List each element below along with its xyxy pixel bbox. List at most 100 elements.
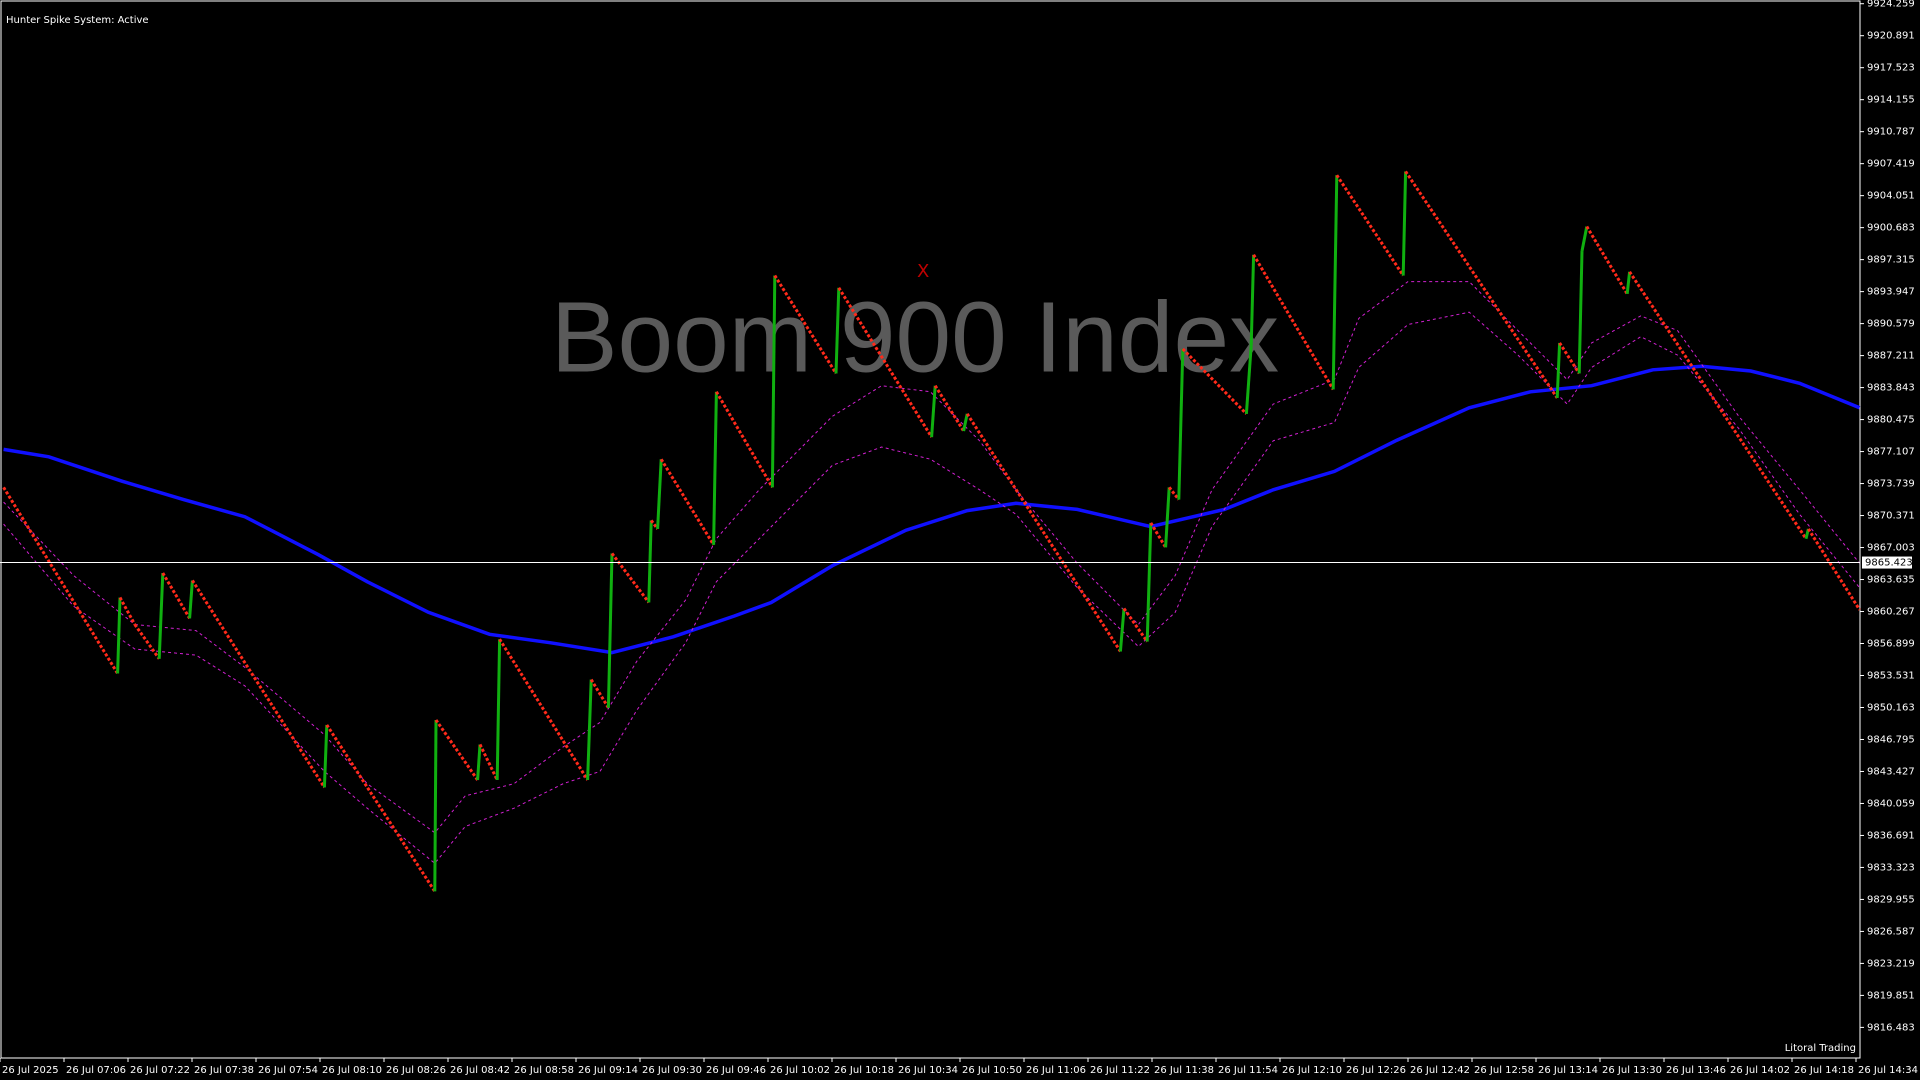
price-segment [1580,226,1589,252]
x-tick-label: 26 Jul 10:02 [770,1065,830,1076]
y-tick-label: 9910.787 [1867,127,1915,138]
price-segment [1404,170,1559,399]
price-segment [656,459,663,530]
price-segment [1628,271,1808,540]
price-segment [1181,347,1248,415]
current-price-box [1862,556,1912,569]
x-tick-label: 26 Jul 11:22 [1090,1065,1150,1076]
price-segment [1244,345,1253,414]
price-segment [161,572,191,620]
price-segment [2,486,119,675]
price-segment [715,391,774,489]
x-tick-label: 26 Jul 10:18 [834,1065,894,1076]
y-tick-label: 9843.427 [1867,766,1915,777]
y-tick-label: 9829.955 [1867,894,1915,905]
x-tick-label: 26 Jul 12:10 [1282,1065,1342,1076]
price-segment [649,519,659,530]
price-segment [1625,271,1632,295]
y-tick-label: 9900.683 [1867,223,1915,234]
price-segment [133,623,161,660]
price-segment [930,385,937,438]
x-tick-label: 26 Jul 08:58 [514,1065,574,1076]
price-segment [586,679,593,781]
y-tick-label: 9863.635 [1867,575,1915,586]
y-tick-label: 9914.155 [1867,95,1915,106]
x-tick-label: 26 Jul 13:30 [1602,1065,1662,1076]
price-segment [1252,253,1335,391]
y-tick-label: 9904.051 [1867,191,1915,202]
moving-average-line [3,364,1861,655]
y-tick-label: 9920.891 [1867,31,1915,42]
y-tick-label: 9907.419 [1867,159,1915,170]
x-tick-label: 26 Jul 12:42 [1410,1065,1470,1076]
x-tick-label: 26 Jul 13:14 [1538,1065,1598,1076]
price-segment [188,580,194,619]
y-tick-label: 9897.315 [1867,255,1915,266]
y-tick-label: 9816.483 [1867,1022,1915,1033]
y-tick-label: 9877.107 [1867,447,1915,458]
price-segment [589,678,610,709]
price-segment [647,520,653,603]
x-tick-label: 26 Jul 10:50 [962,1065,1022,1076]
watermark-title: Boom 900 Index [551,281,1279,393]
x-tick-label: 26 Jul 07:54 [258,1065,318,1076]
price-segment [478,743,499,781]
annotation-marker: X [917,261,929,282]
price-segment [1807,528,1861,611]
price-segment [1577,251,1584,374]
price-segment [1122,607,1149,643]
y-tick-label: 9840.059 [1867,798,1915,809]
price-segment [606,553,614,708]
y-tick-label: 9860.267 [1867,607,1915,618]
price-segment [1558,342,1581,375]
price-segment [322,724,329,788]
price-segment [1331,175,1339,390]
price-segment [933,384,965,432]
price-segment [433,719,438,892]
y-tick-label: 9883.843 [1867,383,1915,394]
price-segment [1249,254,1256,346]
price-segment [965,413,1122,653]
x-tick-label: 26 Jul 09:46 [706,1065,766,1076]
x-tick-label: 26 Jul 09:14 [578,1065,638,1076]
price-segment [116,597,122,674]
y-tick-label: 9826.587 [1867,926,1915,937]
price-segment [1335,174,1405,277]
y-tick-label: 9917.523 [1867,63,1915,74]
x-tick-label: 26 Jul 13:46 [1666,1065,1726,1076]
x-tick-label: 26 Jul 08:42 [450,1065,510,1076]
price-segment [962,413,969,432]
y-tick-label: 9836.691 [1867,830,1915,841]
price-segment [434,719,479,781]
x-tick-label: 26 Jul 12:26 [1346,1065,1406,1076]
price-segment [495,639,502,781]
x-tick-label: 26 Jul 12:58 [1474,1065,1534,1076]
y-tick-label: 9846.795 [1867,734,1915,745]
x-tick-label: 26 Jul 07:22 [130,1065,190,1076]
price-segment [1168,486,1180,501]
price-segment [476,744,482,781]
price-segment [770,275,777,488]
x-tick-label: 26 Jul 14:34 [1858,1065,1918,1076]
x-tick-label: 26 Jul 11:38 [1154,1065,1214,1076]
current-price-label: 9865.423 [1865,558,1913,569]
price-segment [325,724,437,893]
y-tick-label: 9924.259 [1867,0,1915,10]
plot-frame [0,0,1861,1059]
y-tick-label: 9856.899 [1867,639,1915,650]
price-segment [1145,522,1153,642]
x-tick-label: 26 Jul 14:18 [1794,1065,1854,1076]
price-segment [1555,342,1562,399]
price-segment [834,287,841,374]
price-segment [712,391,718,545]
y-tick-label: 9850.163 [1867,702,1915,713]
price-segment [191,579,326,789]
y-tick-label: 9873.739 [1867,479,1915,490]
y-tick-label: 9887.211 [1867,351,1915,362]
y-tick-label: 9819.851 [1867,990,1915,1001]
footer-label: Litoral Trading [1785,1043,1856,1054]
price-segment [498,638,589,781]
